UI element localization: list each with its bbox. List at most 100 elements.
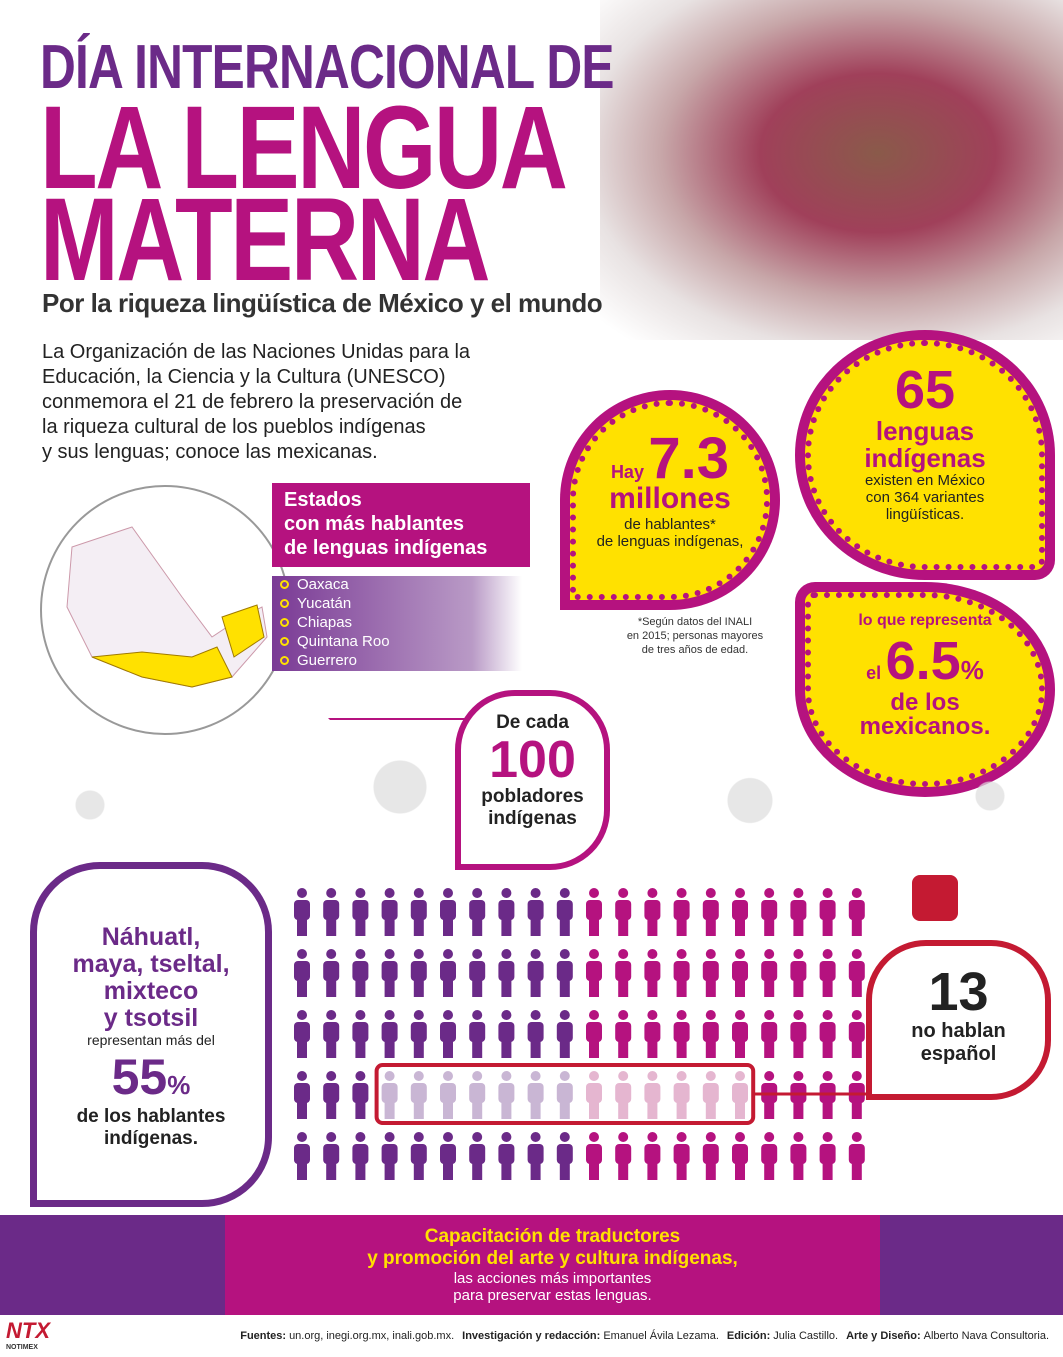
person-head [530,888,541,898]
person-body [673,1144,690,1164]
person-head [735,949,745,959]
person-head [851,1071,862,1081]
person-head [326,888,337,898]
person-legs [297,1101,307,1119]
person-body [819,900,836,920]
person-body [761,1022,778,1042]
person-legs [472,1101,483,1119]
person-legs [618,918,629,936]
person-head [589,1132,599,1142]
state-bullet [280,656,289,665]
person-legs [326,1101,337,1119]
person-legs [443,1162,453,1180]
person-icon [819,949,836,997]
source-label: Edición: [726,1330,771,1342]
person-head [618,888,629,898]
person-body [615,1022,632,1042]
person-body [440,1083,456,1103]
person-legs [297,1162,307,1180]
person-body [498,961,515,981]
person-icon [498,888,515,936]
source-text: un.org, inegi.org.mx, inali.gob.mx. [289,1330,455,1342]
person-body [381,1083,398,1103]
person-legs [735,979,745,997]
person-head [384,888,395,898]
person-body [761,961,778,981]
person-icon [352,1071,369,1119]
person-legs [559,979,570,997]
source-text: Alberto Nava Consultoria. [923,1330,1049,1342]
person-legs [413,1040,424,1058]
person-head [530,1071,541,1081]
person-icon [790,888,807,936]
person-head [326,1010,337,1020]
person-head [530,1010,541,1020]
languages-line: con 364 variantes [865,489,985,506]
person-head [355,1132,366,1142]
person-icon [732,888,748,936]
person-legs [705,1162,716,1180]
person-head [472,1010,483,1020]
person-legs [676,1162,687,1180]
person-icon [440,1071,456,1119]
person-icon [440,1132,456,1180]
speakers-text: Hay 7.3 millones de hablantes* de lengua… [570,425,770,550]
person-icon [732,1010,748,1058]
person-body [644,1144,661,1164]
state-name: Quintana Roo [297,633,390,650]
person-icon [294,949,310,997]
logo-name: NTX [6,1318,50,1343]
person-body [323,900,340,920]
person-legs [735,1162,745,1180]
person-icon [673,1010,690,1058]
person-legs [530,1162,541,1180]
person-icon [352,1132,369,1180]
person-icon [673,949,690,997]
speakers-line: de hablantes* [624,516,716,533]
footnote: *Según datos del INALI en 2015; personas … [610,615,780,657]
main-languages-line: mixteco [103,977,199,1005]
person-legs [297,979,307,997]
person-legs [530,1101,541,1119]
person-body [294,1144,310,1164]
person-body [381,1144,398,1164]
main-languages-line: maya, tseltal, [72,950,230,978]
speakers-unit: millones [609,482,731,515]
person-body [673,961,690,981]
person-legs [793,918,804,936]
person-icon [556,949,573,997]
person-head [413,949,424,959]
person-head [559,1132,570,1142]
person-icon [761,888,778,936]
person-body [381,961,398,981]
person-legs [851,979,862,997]
person-head [705,1071,716,1081]
person-icon [410,1071,427,1119]
person-icon [498,1071,515,1119]
person-legs [355,1101,366,1119]
person-icon [352,949,369,997]
person-icon [586,1132,602,1180]
person-icon [381,949,398,997]
person-body [527,900,544,920]
person-head [501,1071,512,1081]
person-icon [790,1132,807,1180]
person-icon [732,949,748,997]
person-head [413,1132,424,1142]
person-legs [326,1040,337,1058]
person-icon [644,1132,661,1180]
person-icon [381,1132,398,1180]
person-head [589,949,599,959]
sample-box: De cada 100 pobladores indígenas [455,690,610,870]
person-head [822,1010,833,1020]
person-icon [615,949,632,997]
person-legs [355,1162,366,1180]
speech-icon [912,875,958,921]
bubble-speakers [570,400,770,600]
person-body [702,961,719,981]
person-head [793,949,804,959]
photo [600,0,1063,340]
share-lead: lo que representa [858,612,992,629]
source-label: Arte y Diseño: [846,1330,921,1342]
sample-lead: De cada [496,712,569,733]
